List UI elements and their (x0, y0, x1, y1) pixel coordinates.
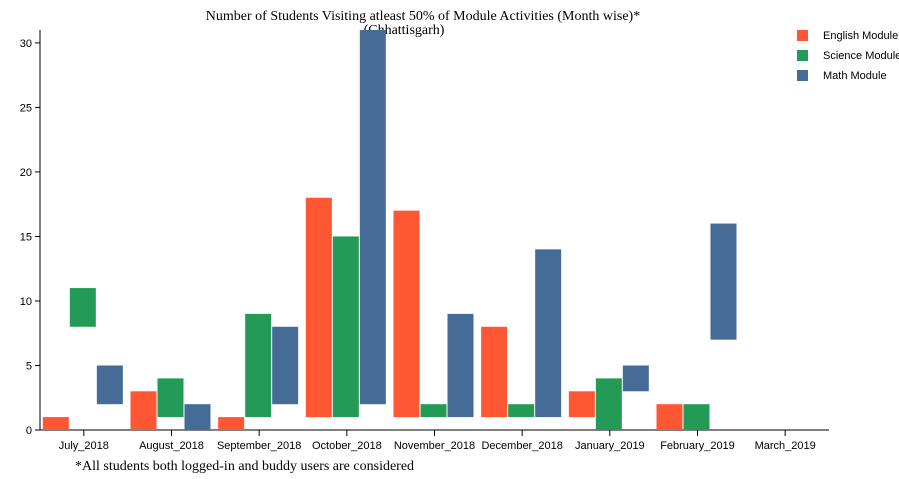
bar-science-module[interactable] (245, 313, 272, 418)
x-tick-label: December_2018 (481, 440, 562, 452)
bar-science-module[interactable] (69, 288, 96, 327)
bar-science-module[interactable] (332, 236, 359, 418)
x-tick-label: October_2018 (312, 440, 382, 452)
legend-label: Math Module (823, 70, 887, 82)
bar-math-module[interactable] (184, 404, 211, 430)
legend: English Module Science Module Math Module (797, 30, 899, 82)
bar-english-module[interactable] (42, 417, 69, 430)
bar-math-module[interactable] (535, 249, 562, 418)
x-tick-label: August_2018 (139, 440, 204, 452)
y-axis-ticks: 0 5 10 15 20 25 30 (20, 38, 40, 437)
x-tick-label: July_2018 (59, 440, 109, 452)
legend-swatch (797, 50, 808, 61)
chart-footnote: *All students both logged-in and buddy u… (75, 459, 414, 474)
bar-english-module[interactable] (218, 417, 245, 430)
legend-label: Science Module (823, 50, 899, 62)
bar-math-module[interactable] (447, 313, 474, 418)
legend-swatch (797, 70, 808, 81)
bar-english-module[interactable] (568, 391, 595, 418)
y-tick-label: 15 (20, 231, 32, 243)
chart-title: Number of Students Visiting atleast 50% … (206, 9, 640, 24)
bar-english-module[interactable] (393, 210, 420, 418)
bar-english-module[interactable] (656, 404, 683, 430)
x-tick-label: November_2018 (394, 440, 475, 452)
y-tick-label: 0 (26, 425, 32, 437)
x-tick-label: January_2019 (575, 440, 645, 452)
x-tick-label: February_2019 (660, 440, 735, 452)
y-tick-label: 20 (20, 167, 32, 179)
bar-math-module[interactable] (359, 30, 386, 405)
legend-swatch (797, 30, 808, 41)
y-tick-label: 30 (20, 38, 32, 50)
legend-label: English Module (823, 30, 898, 42)
bar-science-module[interactable] (157, 378, 184, 418)
bar-english-module[interactable] (130, 391, 157, 430)
bar-science-module[interactable] (508, 404, 535, 418)
bars-group (42, 30, 737, 430)
y-tick-label: 25 (20, 102, 32, 114)
bar-math-module[interactable] (96, 365, 123, 405)
bar-math-module[interactable] (272, 326, 299, 405)
bar-english-module[interactable] (481, 326, 508, 418)
x-axis-ticks: July_2018 August_2018 September_2018 Octobe… (59, 430, 816, 452)
x-tick-label: September_2018 (217, 440, 301, 452)
x-tick-label: March_2019 (755, 440, 816, 452)
bar-math-module[interactable] (622, 365, 649, 392)
bar-english-module[interactable] (305, 197, 332, 418)
bar-math-module[interactable] (710, 223, 737, 340)
bar-science-module[interactable] (683, 404, 710, 430)
y-tick-label: 5 (26, 360, 32, 372)
bar-science-module[interactable] (595, 378, 622, 430)
bar-science-module[interactable] (420, 404, 447, 418)
y-tick-label: 10 (20, 296, 32, 308)
